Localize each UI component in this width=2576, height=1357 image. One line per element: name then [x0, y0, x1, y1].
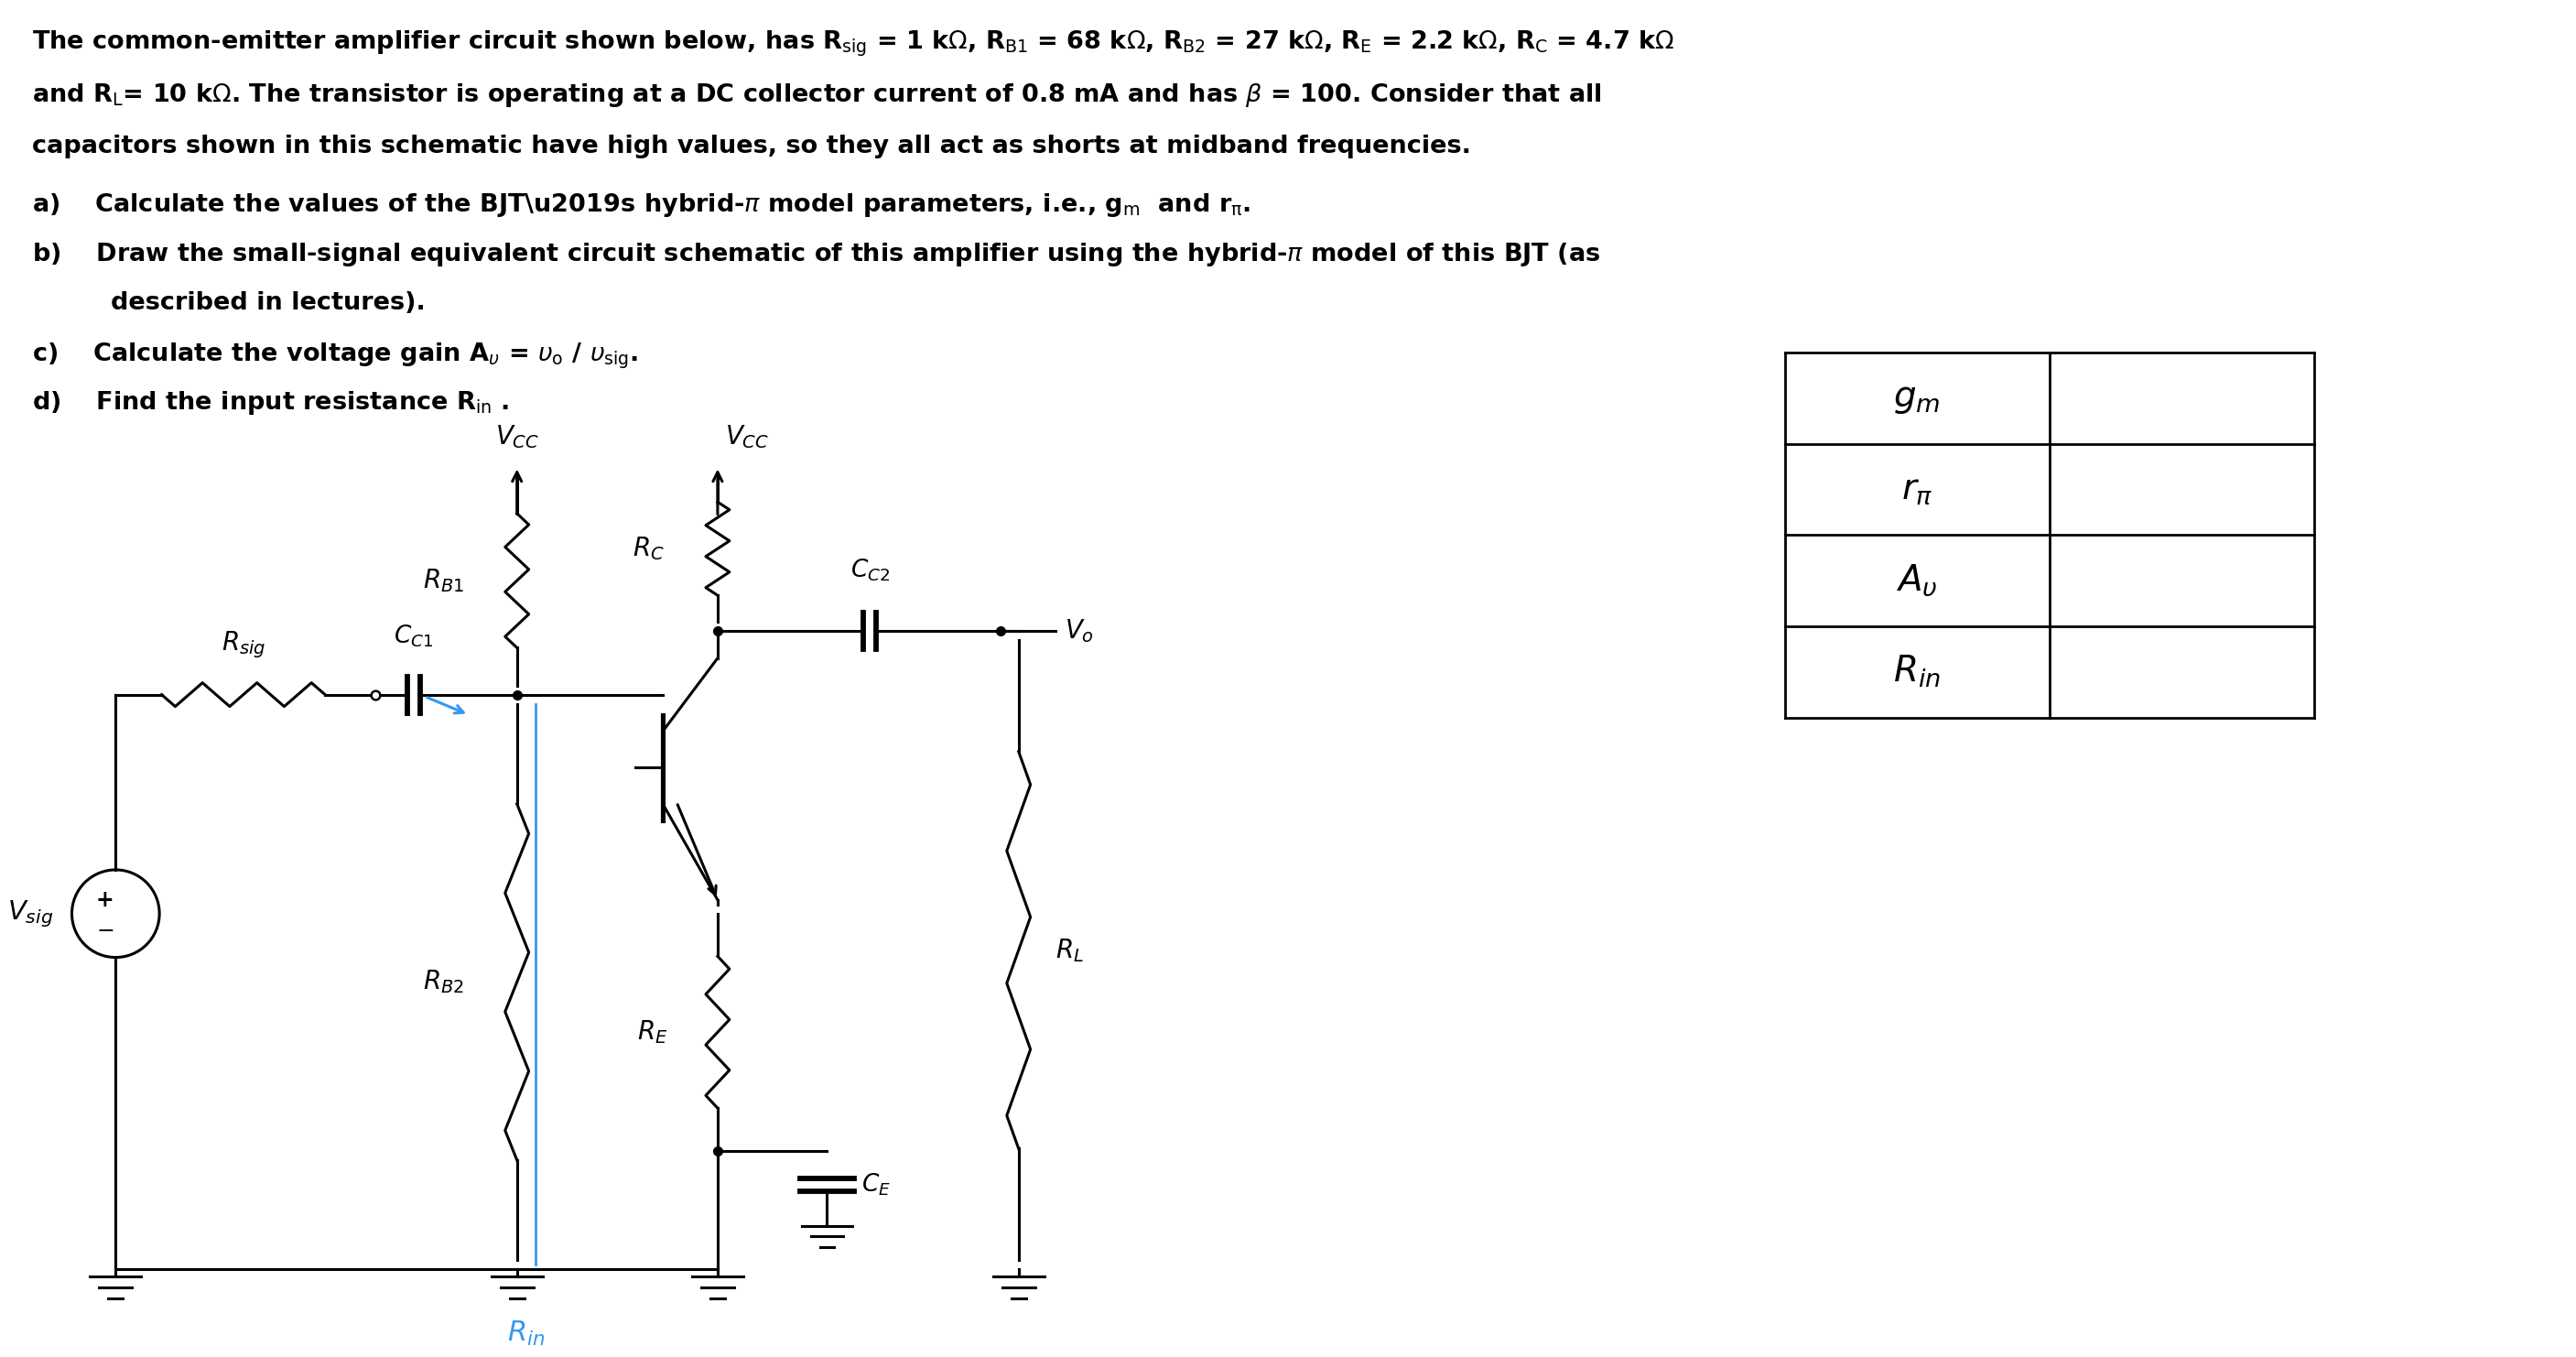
- Text: $C_{C2}$: $C_{C2}$: [850, 558, 889, 584]
- Text: $R_{in}$: $R_{in}$: [507, 1319, 546, 1348]
- Text: $R_{B1}$: $R_{B1}$: [422, 567, 464, 594]
- Text: and R$_\mathsf{L}$= 10 k$\Omega$. The transistor is operating at a DC collector : and R$_\mathsf{L}$= 10 k$\Omega$. The tr…: [31, 81, 1602, 109]
- Text: $R_C$: $R_C$: [634, 535, 665, 562]
- Text: capacitors shown in this schematic have high values, so they all act as shorts a: capacitors shown in this schematic have …: [31, 134, 1471, 159]
- Text: $V_{CC}$: $V_{CC}$: [495, 423, 538, 451]
- Text: $R_{sig}$: $R_{sig}$: [222, 630, 265, 660]
- Text: $V_{CC}$: $V_{CC}$: [724, 423, 770, 451]
- Text: +: +: [95, 889, 113, 911]
- Text: The common-emitter amplifier circuit shown below, has R$_\mathsf{sig}$ = 1 k$\Om: The common-emitter amplifier circuit sho…: [31, 28, 1674, 58]
- Text: $C_E$: $C_E$: [863, 1171, 891, 1198]
- Text: b)    Draw the small-signal equivalent circuit schematic of this amplifier using: b) Draw the small-signal equivalent circ…: [31, 242, 1600, 269]
- Text: a)    Calculate the values of the BJT\u2019s hybrid-$\pi$ model parameters, i.e.: a) Calculate the values of the BJT\u2019…: [31, 191, 1249, 218]
- Text: $r_\pi$: $r_\pi$: [1901, 472, 1932, 506]
- Text: $R_{B2}$: $R_{B2}$: [422, 969, 464, 996]
- Text: $R_E$: $R_E$: [636, 1019, 667, 1046]
- Text: $R_{in}$: $R_{in}$: [1893, 654, 1940, 689]
- Text: $V_{sig}$: $V_{sig}$: [8, 898, 54, 930]
- Text: $C_{C1}$: $C_{C1}$: [394, 623, 433, 649]
- Text: described in lectures).: described in lectures).: [111, 292, 425, 315]
- Text: $V_o$: $V_o$: [1064, 617, 1095, 645]
- Text: $A_\upsilon$: $A_\upsilon$: [1896, 563, 1937, 598]
- Text: d)    Find the input resistance R$_\mathsf{in}$ .: d) Find the input resistance R$_\mathsf{…: [31, 389, 510, 417]
- Text: c)    Calculate the voltage gain A$_\upsilon$ = $\upsilon_\mathsf{o}$ / $\upsilo: c) Calculate the voltage gain A$_\upsilo…: [31, 342, 639, 372]
- Text: $R_L$: $R_L$: [1056, 936, 1084, 963]
- Text: $g_m$: $g_m$: [1893, 381, 1940, 415]
- Text: $-$: $-$: [95, 919, 113, 940]
